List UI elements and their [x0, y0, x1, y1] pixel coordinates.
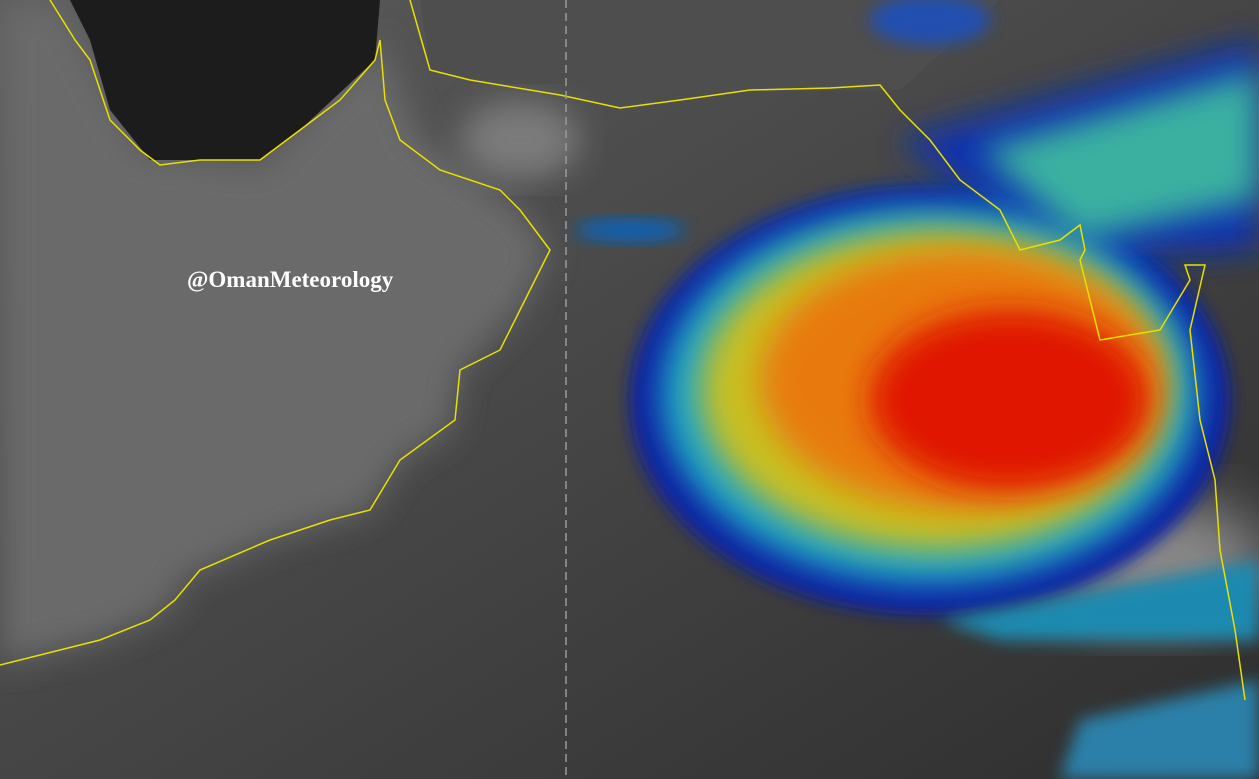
- arabian-land: [0, 0, 550, 665]
- storm-band-cyan: [980, 70, 1259, 240]
- persian-gulf: [70, 0, 380, 160]
- coastlines: [0, 0, 1246, 701]
- watermark: @OmanMeteorology: [187, 267, 394, 293]
- cloud-band: [1060, 680, 1259, 779]
- cloud-cell: [575, 218, 685, 242]
- clouds: [460, 100, 580, 180]
- storm-red: [870, 310, 1150, 490]
- storm-system: [575, 0, 1259, 779]
- iran-india-coast: [409, 0, 1246, 701]
- cloud-cell: [870, 0, 990, 45]
- arabian-coast: [0, 0, 551, 666]
- iran-land: [420, 0, 1000, 95]
- cloud-band: [940, 560, 1259, 640]
